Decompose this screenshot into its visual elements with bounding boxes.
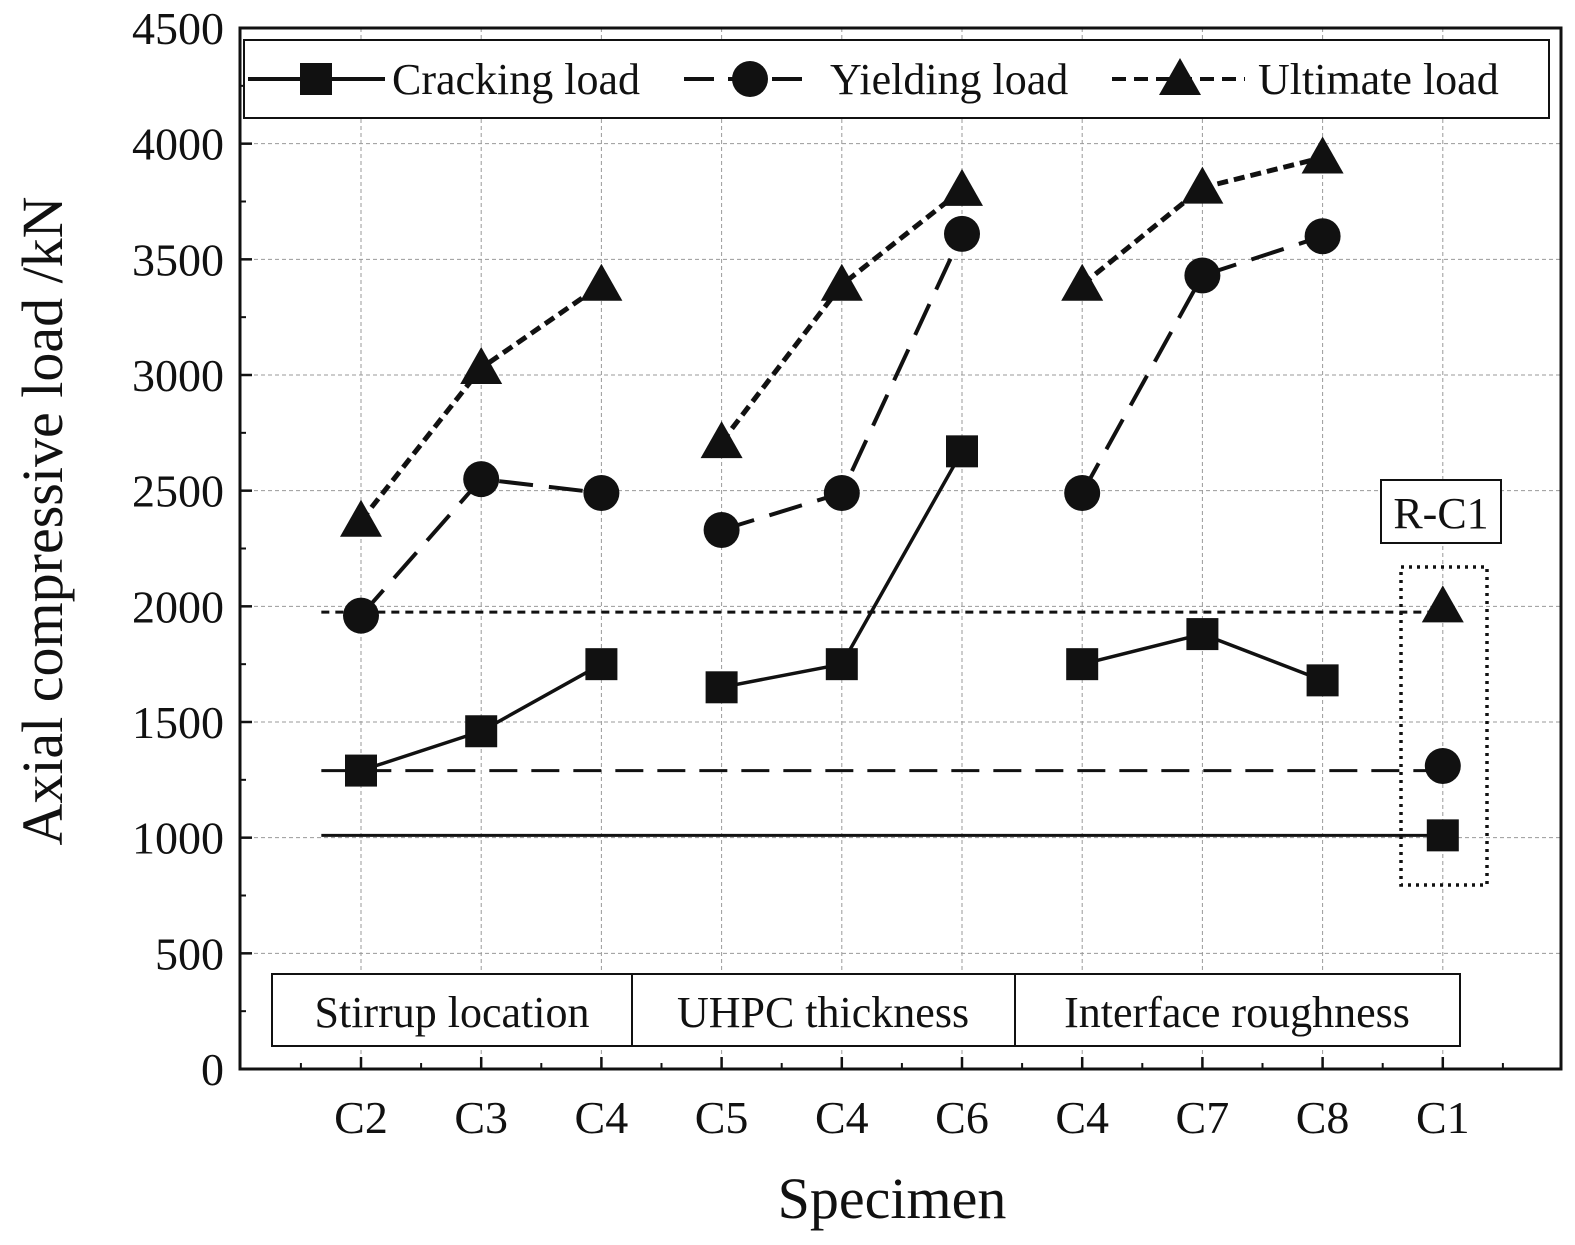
x-tick-label: C1 [1416,1092,1470,1143]
series-cracking [345,435,1459,852]
series-yielding [343,215,1461,784]
series-line-yielding [1080,234,1324,494]
reference-label-box [1380,479,1502,544]
point-cracking [585,648,618,681]
x-tick-label: C6 [935,1092,989,1143]
point-cracking [825,648,858,681]
point-yielding [1064,474,1101,511]
point-ultimate [1181,166,1224,204]
y-tick-label: 2000 [132,581,224,632]
group-box-interface [1014,973,1461,1047]
series [340,136,1464,852]
legend-marker-cracking [300,63,332,95]
point-yielding [823,474,860,511]
y-tick-label: 2500 [132,466,224,517]
point-ultimate [700,421,743,459]
x-tick-label: C4 [575,1092,629,1143]
point-cracking [946,435,978,468]
legend-marker-yielding [732,61,768,97]
point-ultimate [460,347,503,385]
group-labels: Stirrup location UHPC thickness Interfac… [271,973,1461,1047]
point-cracking [345,754,377,787]
point-cracking [1306,664,1339,697]
x-tick-label: C4 [815,1092,869,1143]
grid [240,28,1561,1069]
point-yielding [703,511,740,548]
x-tick-label: C7 [1176,1092,1230,1143]
legend-swatches [248,58,1245,97]
y-tick-label: 3500 [132,234,224,285]
point-ultimate [1301,136,1344,174]
y-tick-label: 500 [155,928,224,979]
x-tick-label: C3 [454,1092,508,1143]
y-tick-label: 4500 [132,3,224,54]
y-tick-label: 3000 [132,350,224,401]
point-yielding [463,461,500,498]
point-yielding [1304,218,1341,255]
x-tick-label: C5 [695,1092,749,1143]
point-cracking [465,715,498,748]
point-ultimate [941,168,983,206]
point-yielding [583,474,620,511]
group-label-stirrup: Stirrup location [315,988,590,1037]
y-tick-label: 0 [201,1044,224,1095]
legend: Cracking load Yielding load Ultimate loa… [243,39,1550,119]
reference-annotation: R-C1 [1380,479,1502,887]
legend-box [243,39,1550,119]
legend-label-yielding: Yielding load [830,55,1068,104]
point-yielding [1184,257,1221,294]
reference-dotted-box [1399,565,1489,887]
reference-marker-cracking [1426,819,1459,852]
group-box-stirrup [271,973,633,1047]
x-axis-title: Specimen [778,1166,1007,1231]
group-box-uhpc [631,973,1016,1047]
point-cracking [1186,618,1219,651]
group-label-uhpc: UHPC thickness [677,988,969,1037]
plot-frame [238,26,1563,1071]
y-tick-label: 1500 [132,697,224,748]
point-cracking [705,671,738,704]
x-tick-label: C2 [334,1092,388,1143]
point-cracking [1066,648,1099,681]
reference-label: R-C1 [1393,489,1488,538]
reference-marker-ultimate [1421,585,1464,623]
legend-label-cracking: Cracking load [392,55,640,104]
point-ultimate [340,499,382,537]
y-tick-label: 1000 [132,813,224,864]
point-ultimate [580,263,623,301]
point-yielding [944,215,980,252]
x-tick-label: C8 [1296,1092,1350,1143]
y-tick-label: 4000 [132,119,224,170]
axes [238,26,1563,1071]
reference-marker-yielding [1424,747,1461,784]
point-ultimate [820,263,863,301]
point-ultimate [1061,263,1104,301]
series-ultimate [340,136,1464,623]
group-label-interface: Interface roughness [1064,988,1410,1037]
x-tick-label: C4 [1055,1092,1109,1143]
legend-label-ultimate: Ultimate load [1258,55,1499,104]
y-axis-title: Axial compressive load /kN [10,196,75,845]
ticks: 0 500 1000 1500 2000 2500 3000 3500 4000 4500 C2 C3… [132,3,1504,1143]
legend-marker-ultimate [1159,58,1201,95]
point-yielding [343,597,379,634]
reference-lines [321,610,1443,837]
